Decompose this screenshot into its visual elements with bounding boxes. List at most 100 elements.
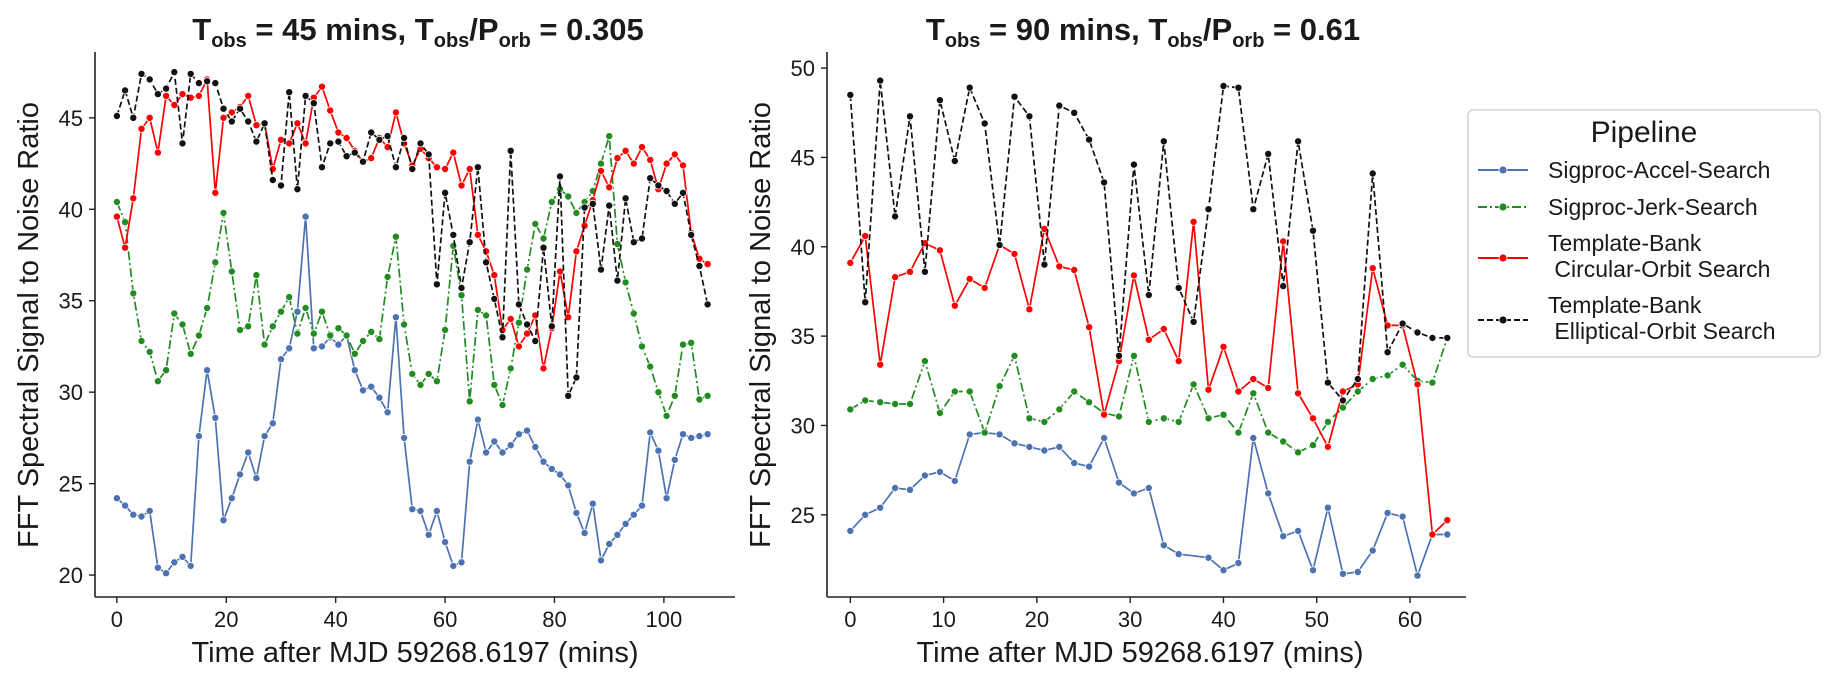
- point-jerk-left-70: [687, 338, 696, 347]
- y-tick-label-left-20: 20: [59, 563, 83, 588]
- point-jerk-left-16: [244, 322, 253, 331]
- point-elliptical-left-66: [654, 181, 663, 190]
- y-tick-label-right-25: 25: [791, 503, 815, 528]
- point-circular-right-26: [1234, 387, 1243, 396]
- point-jerk-left-61: [613, 239, 622, 248]
- point-accel-left-51: [531, 442, 540, 451]
- point-circular-left-6: [162, 91, 171, 100]
- point-elliptical-left-20: [276, 181, 285, 190]
- point-accel-left-37: [416, 506, 425, 515]
- point-accel-left-35: [400, 433, 409, 442]
- point-accel-left-29: [350, 366, 359, 375]
- point-accel-left-33: [383, 408, 392, 417]
- point-jerk-left-40: [441, 325, 450, 334]
- point-accel-left-54: [556, 470, 565, 479]
- point-jerk-left-53: [547, 197, 556, 206]
- point-elliptical-right-16: [1085, 135, 1094, 144]
- point-accel-left-21: [285, 344, 294, 353]
- point-elliptical-left-57: [580, 203, 589, 212]
- point-elliptical-left-47: [498, 333, 507, 342]
- point-accel-left-42: [457, 558, 466, 567]
- point-elliptical-right-5: [920, 267, 929, 276]
- point-accel-right-18: [1115, 478, 1124, 487]
- point-elliptical-right-25: [1219, 82, 1228, 91]
- point-elliptical-left-0: [112, 112, 121, 121]
- point-accel-left-43: [465, 457, 474, 466]
- point-accel-right-7: [950, 476, 959, 485]
- point-jerk-left-43: [465, 397, 474, 406]
- point-accel-left-61: [613, 530, 622, 539]
- point-elliptical-right-30: [1294, 137, 1303, 146]
- point-jerk-left-17: [252, 271, 261, 280]
- point-jerk-right-18: [1115, 412, 1124, 421]
- point-jerk-left-4: [145, 347, 154, 356]
- point-circular-right-22: [1174, 357, 1183, 366]
- x-tick-label-left-80: 80: [542, 607, 566, 632]
- point-circular-left-13: [219, 113, 228, 122]
- point-circular-right-24: [1204, 385, 1213, 394]
- point-jerk-left-33: [383, 272, 392, 281]
- point-elliptical-left-70: [687, 230, 696, 239]
- point-circular-left-20: [276, 135, 285, 144]
- point-jerk-right-23: [1189, 380, 1198, 389]
- point-jerk-right-19: [1129, 351, 1138, 360]
- point-accel-left-23: [301, 212, 310, 221]
- x-tick-label-right-40: 40: [1211, 607, 1235, 632]
- point-jerk-left-46: [490, 380, 499, 389]
- point-circular-left-69: [679, 161, 688, 170]
- legend-entry-elliptical: Template-Bank Elliptical-Orbit Search: [1478, 292, 1776, 344]
- point-elliptical-right-24: [1204, 205, 1213, 214]
- point-jerk-left-45: [482, 311, 491, 320]
- point-elliptical-right-32: [1323, 378, 1332, 387]
- x-axis-label-right: Time after MJD 59268.6197 (mins): [917, 637, 1364, 669]
- point-jerk-left-0: [112, 197, 121, 206]
- point-jerk-right-9: [980, 428, 989, 437]
- point-accel-left-45: [482, 448, 491, 457]
- point-circular-left-16: [244, 91, 253, 100]
- point-circular-right-33: [1338, 387, 1347, 396]
- x-axis-label-left: Time after MJD 59268.6197 (mins): [192, 637, 639, 669]
- point-accel-left-18: [260, 432, 269, 441]
- legend-entry-accel: Sigproc-Accel-Search: [1478, 157, 1770, 183]
- point-accel-left-68: [670, 455, 679, 464]
- point-jerk-left-34: [391, 232, 400, 241]
- point-jerk-left-3: [137, 336, 146, 345]
- point-elliptical-left-4: [145, 75, 154, 84]
- point-jerk-left-48: [506, 364, 515, 373]
- point-circular-left-64: [638, 143, 647, 152]
- legend-label-jerk: Sigproc-Jerk-Search: [1548, 194, 1758, 220]
- point-elliptical-left-31: [367, 128, 376, 137]
- point-circular-right-30: [1294, 389, 1303, 398]
- point-elliptical-left-1: [121, 86, 130, 95]
- point-accel-left-56: [572, 508, 581, 517]
- point-elliptical-left-27: [334, 137, 343, 146]
- point-circular-left-44: [473, 230, 482, 239]
- point-accel-left-63: [629, 510, 638, 519]
- point-accel-left-66: [654, 446, 663, 455]
- point-circular-right-20: [1144, 335, 1153, 344]
- point-elliptical-left-69: [679, 188, 688, 197]
- point-circular-left-1: [121, 243, 130, 252]
- point-elliptical-left-44: [473, 163, 482, 172]
- legend-label-circular: Template-Bank Circular-Orbit Search: [1548, 230, 1770, 282]
- point-accel-left-1: [121, 501, 130, 510]
- point-jerk-left-10: [194, 331, 203, 340]
- legend-marker-elliptical: [1498, 315, 1508, 325]
- point-elliptical-left-33: [383, 132, 392, 141]
- series-elliptical-left: [112, 68, 712, 400]
- point-circular-right-15: [1070, 265, 1079, 274]
- point-accel-right-23: [1204, 553, 1213, 562]
- point-circular-left-55: [564, 313, 573, 322]
- point-elliptical-left-46: [490, 294, 499, 303]
- point-accel-right-15: [1070, 458, 1079, 467]
- point-circular-left-25: [317, 82, 326, 91]
- point-elliptical-left-3: [137, 69, 146, 78]
- x-tick-label-right-30: 30: [1118, 607, 1142, 632]
- point-accel-right-19: [1129, 489, 1138, 498]
- point-elliptical-left-49: [514, 300, 523, 309]
- point-elliptical-left-42: [457, 283, 466, 292]
- point-elliptical-right-3: [891, 212, 900, 221]
- point-jerk-right-0: [846, 405, 855, 414]
- point-jerk-right-27: [1249, 389, 1258, 398]
- point-jerk-left-18: [260, 340, 269, 349]
